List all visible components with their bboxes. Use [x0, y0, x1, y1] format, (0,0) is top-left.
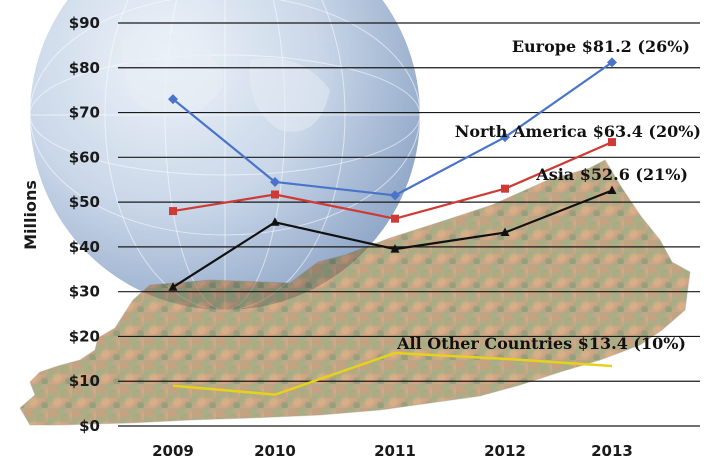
x-tick-label: 2010 [254, 442, 296, 460]
data-point-north-america [169, 207, 177, 216]
y-tick-label: $30 [69, 283, 100, 301]
y-tick-label: $60 [69, 148, 100, 166]
data-point-asia [270, 217, 280, 226]
series-label-all-other-countries: All Other Countries $13.4 (10%) [396, 334, 686, 353]
y-tick-label: $0 [79, 417, 100, 435]
y-tick-label: $90 [69, 14, 100, 32]
y-tick-label: $10 [69, 372, 100, 390]
x-tick-label: 2013 [591, 442, 633, 460]
y-tick-label: $70 [69, 104, 100, 122]
y-tick-label: $50 [69, 193, 100, 211]
series-lines [168, 57, 617, 396]
series-label-asia: Asia $52.6 (21%) [535, 165, 688, 184]
y-tick-label: $20 [69, 327, 100, 345]
x-tick-label: 2011 [374, 442, 416, 460]
data-point-asia [390, 244, 400, 253]
x-tick-label: 2012 [484, 442, 526, 460]
data-point-north-america [608, 138, 616, 147]
data-point-europe [390, 190, 400, 201]
series-label-north-america: North America $63.4 (20%) [455, 122, 701, 141]
data-point-europe [607, 57, 617, 68]
data-point-asia [500, 227, 510, 237]
data-point-asia [607, 185, 617, 194]
data-point-north-america [501, 184, 509, 193]
series-line-all-other-countries [172, 351, 613, 396]
y-tick-label: $40 [69, 238, 100, 256]
y-axis-title: Millions [21, 180, 40, 250]
data-point-europe [500, 132, 510, 143]
x-tick-label: 2009 [152, 442, 194, 460]
data-point-asia [168, 282, 178, 291]
data-point-north-america [391, 214, 399, 223]
data-point-north-america [271, 190, 279, 199]
x-axis: 2009 2010 2011 2012 2013 [152, 442, 633, 460]
y-axis: $0 $10 $20 $30 $40 $50 $60 $70 $80 $90 [69, 14, 100, 435]
series-labels: Europe $81.2 (26%) North America $63.4 (2… [396, 37, 701, 353]
data-point-europe [168, 94, 178, 105]
series-label-europe: Europe $81.2 (26%) [512, 37, 690, 56]
y-tick-label: $80 [69, 59, 100, 77]
data-point-europe [270, 176, 280, 187]
